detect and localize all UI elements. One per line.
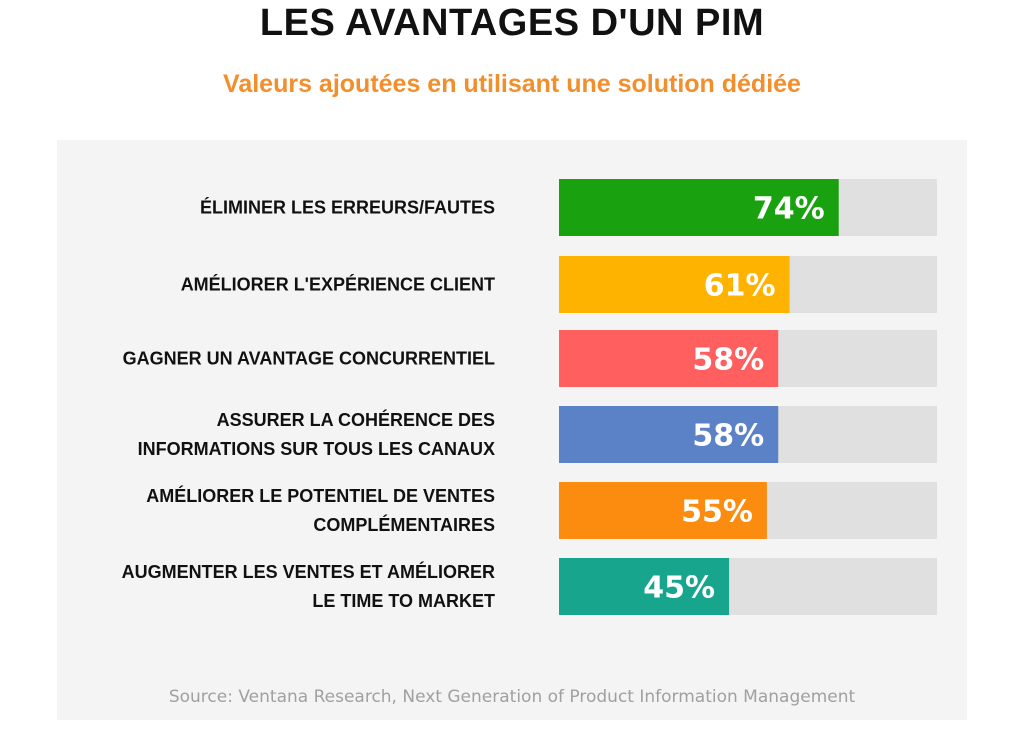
category-label: INFORMATIONS SUR TOUS LES CANAUX — [138, 439, 495, 459]
bar — [559, 558, 730, 615]
bar-chart: 74% ÉLIMINER LES ERREURS/FAUTES 61% AMÉLIOR… — [122, 179, 937, 615]
bar — [559, 256, 790, 313]
category-label: AMÉLIORER L'EXPÉRIENCE CLIENT — [181, 274, 495, 295]
bar — [559, 179, 839, 236]
bar — [559, 482, 767, 539]
value-label: 45% — [643, 571, 715, 606]
source-note: Source: Ventana Research, Next Generatio… — [168, 687, 856, 707]
value-label: 58% — [692, 419, 764, 454]
category-label: ASSURER LA COHÉRENCE DES — [217, 409, 495, 430]
bar — [559, 330, 779, 387]
category-label: LE TIME TO MARKET — [312, 591, 495, 611]
value-label: 58% — [692, 343, 764, 378]
category-label: COMPLÉMENTAIRES — [313, 514, 495, 535]
value-label: 74% — [753, 192, 825, 227]
chart-subtitle: Valeurs ajoutées en utilisant une soluti… — [223, 70, 801, 98]
chart-panel: 74% ÉLIMINER LES ERREURS/FAUTES 61% AMÉLIOR… — [57, 140, 967, 720]
category-label: AUGMENTER LES VENTES ET AMÉLIORER — [122, 561, 495, 582]
value-label: 55% — [681, 495, 753, 530]
category-label: AMÉLIORER LE POTENTIEL DE VENTES — [146, 485, 495, 506]
value-label: 61% — [704, 269, 776, 304]
category-label: ÉLIMINER LES ERREURS/FAUTES — [200, 197, 495, 218]
chart-title: LES AVANTAGES D'UN PIM — [259, 2, 765, 44]
bar — [559, 406, 779, 463]
category-label: GAGNER UN AVANTAGE CONCURRENTIEL — [123, 349, 495, 369]
